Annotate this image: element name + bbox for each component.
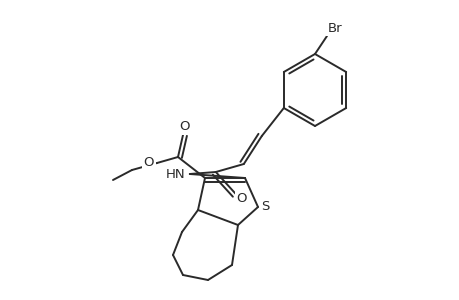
Text: HN: HN [166,167,185,181]
Text: O: O [179,121,190,134]
Text: S: S [260,200,269,214]
Text: Br: Br [327,22,341,34]
Text: O: O [143,155,154,169]
Text: O: O [236,193,246,206]
